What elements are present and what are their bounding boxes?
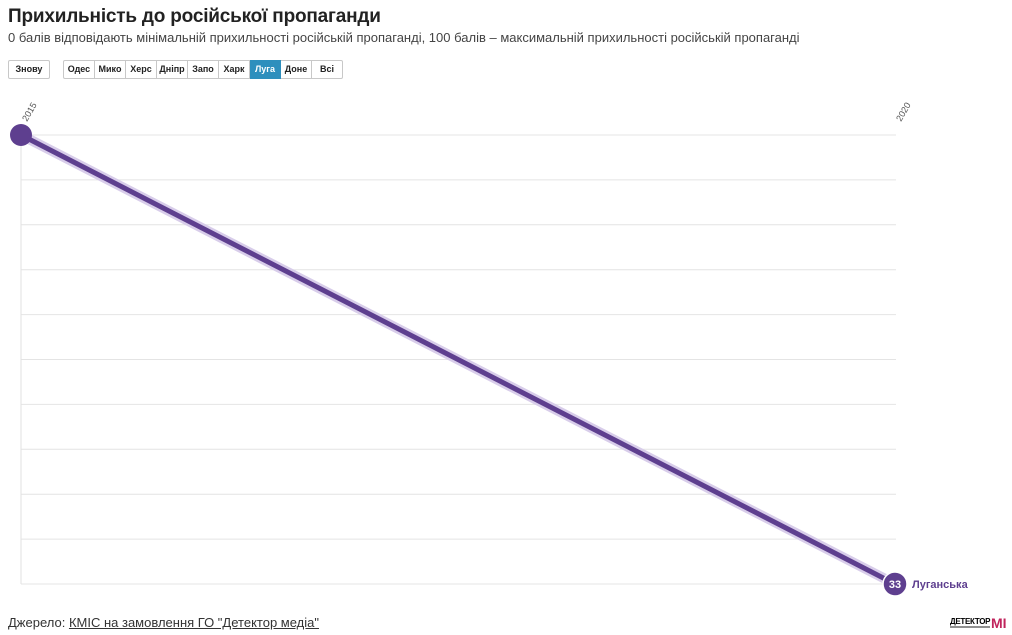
tab-mykolaivska[interactable]: Мико [95,60,126,79]
tab-all[interactable]: Всі [312,60,343,79]
logo-mark: МІ [991,615,1006,631]
chart-title: Прихильність до російської пропаганди [8,6,381,27]
data-point-2015 [10,124,32,146]
x-tick-label-2015: 2015 [20,101,39,123]
data-label-2020: 33 [889,579,901,591]
region-tabs: Одес Мико Херс Дніпр Запо Харк Луга Доне… [63,60,343,79]
tab-odesa[interactable]: Одес [63,60,95,79]
tab-kharkivska[interactable]: Харк [219,60,250,79]
source-prefix: Джерело: [8,615,69,630]
gridlines [21,134,896,585]
chart-subtitle: 0 балів відповідають мінімальній прихиль… [8,30,800,45]
data-point-2020 [882,571,908,597]
tab-khersonska[interactable]: Херс [126,60,157,79]
source-link[interactable]: КМІС на замовлення ГО "Детектор медіа" [68,615,319,630]
tab-luhanska[interactable]: Луга [250,60,281,79]
x-tick-label-2020: 2020 [894,101,913,123]
tab-dnipropetrovska[interactable]: Дніпр [157,60,188,79]
detector-media-logo: ДЕТЕКТОР МІ [950,615,1006,631]
logo-text: ДЕТЕКТОР [950,617,991,626]
tab-zaporizka[interactable]: Запо [188,60,219,79]
replay-button[interactable]: Знову [8,60,50,79]
tab-donetska[interactable]: Доне [281,60,312,79]
series-line-luhanska [18,132,898,587]
source-note: Джерело: КМІС на замовлення ГО "Детектор… [8,615,319,630]
series-label-luhanska: Луганська [912,579,969,591]
